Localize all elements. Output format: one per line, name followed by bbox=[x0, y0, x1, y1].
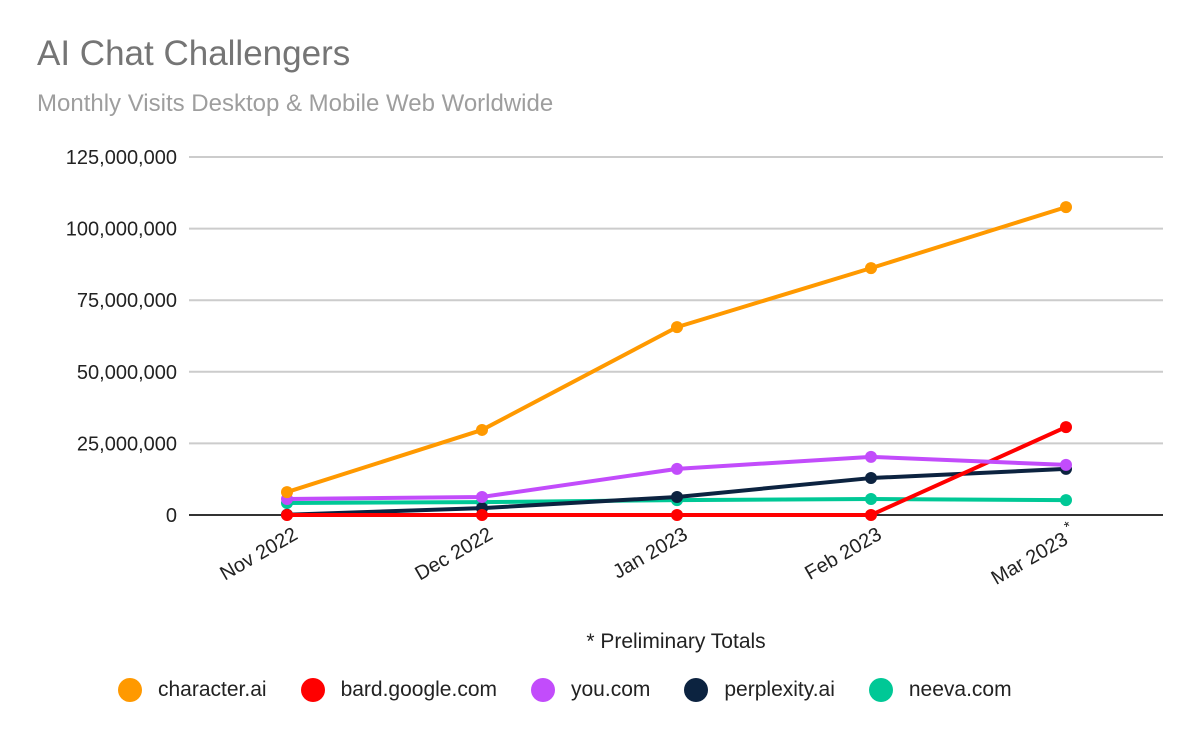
series-lines bbox=[281, 201, 1072, 521]
series-line bbox=[286, 205, 1067, 494]
data-point[interactable] bbox=[1060, 421, 1072, 434]
chart-title: AI Chat Challengers bbox=[37, 34, 351, 73]
legend-label: neeva.com bbox=[908, 678, 1012, 701]
legend-label: bard.google.com bbox=[340, 678, 497, 701]
circle-icon bbox=[300, 678, 325, 702]
legend-item-perplexity[interactable]: perplexity.ai bbox=[684, 678, 835, 702]
data-point[interactable] bbox=[476, 423, 488, 436]
data-point[interactable] bbox=[1060, 494, 1072, 507]
data-point[interactable] bbox=[671, 462, 683, 475]
legend: character.ai bard.google.com you.com per… bbox=[118, 678, 1046, 702]
legend-label: you.com bbox=[571, 678, 651, 701]
data-point[interactable] bbox=[281, 509, 293, 521]
y-tick-label: 0 bbox=[166, 505, 177, 527]
series-bard-google-com bbox=[281, 421, 1072, 521]
data-point[interactable] bbox=[671, 321, 683, 334]
y-tick-label: 100,000,000 bbox=[66, 219, 177, 241]
data-point[interactable] bbox=[865, 262, 877, 275]
series-you-com bbox=[281, 450, 1072, 505]
y-tick-label: 50,000,000 bbox=[77, 362, 177, 384]
legend-item-neeva[interactable]: neeva.com bbox=[868, 678, 1012, 702]
series-character-ai bbox=[281, 201, 1072, 499]
legend-label: character.ai bbox=[158, 678, 267, 701]
legend-item-you[interactable]: you.com bbox=[531, 678, 650, 702]
data-point[interactable] bbox=[476, 509, 488, 521]
data-point[interactable] bbox=[865, 472, 877, 485]
data-point[interactable] bbox=[865, 509, 877, 521]
footnote-preliminary: * Preliminary Totals bbox=[586, 630, 766, 653]
x-tick-label: Mar 2023 * bbox=[985, 518, 1081, 590]
y-tick-label: 125,000,000 bbox=[66, 147, 177, 169]
circle-icon bbox=[868, 678, 893, 702]
data-point[interactable] bbox=[281, 486, 293, 499]
circle-icon bbox=[118, 678, 142, 702]
x-tick-label: Feb 2023 bbox=[801, 523, 885, 584]
circle-icon bbox=[684, 678, 709, 702]
legend-item-bard[interactable]: bard.google.com bbox=[300, 678, 497, 702]
chart-subtitle: Monthly Visits Desktop & Mobile Web Worl… bbox=[37, 90, 554, 117]
x-tick-label: Jan 2023 bbox=[609, 523, 691, 583]
x-tick-label: Dec 2022 bbox=[411, 523, 496, 585]
legend-item-character-ai[interactable]: character.ai bbox=[118, 678, 267, 702]
x-axis-tick-labels: Nov 2022 Dec 2022 Jan 2023 Feb 2023 Mar 2023… bbox=[216, 518, 1080, 590]
y-tick-label: 25,000,000 bbox=[77, 433, 177, 455]
data-point[interactable] bbox=[671, 509, 683, 521]
circle-icon bbox=[531, 678, 555, 702]
legend-label: perplexity.ai bbox=[724, 678, 835, 701]
data-point[interactable] bbox=[1060, 201, 1072, 214]
data-point[interactable] bbox=[671, 490, 683, 503]
data-point[interactable] bbox=[1060, 458, 1072, 471]
y-axis-tick-labels: 0 25,000,000 50,000,000 75,000,000 100,000,0… bbox=[66, 147, 177, 527]
data-point[interactable] bbox=[865, 492, 877, 505]
y-tick-label: 75,000,000 bbox=[77, 290, 177, 312]
data-point[interactable] bbox=[476, 490, 488, 503]
data-point[interactable] bbox=[865, 450, 877, 463]
x-tick-label: Nov 2022 bbox=[216, 523, 301, 585]
